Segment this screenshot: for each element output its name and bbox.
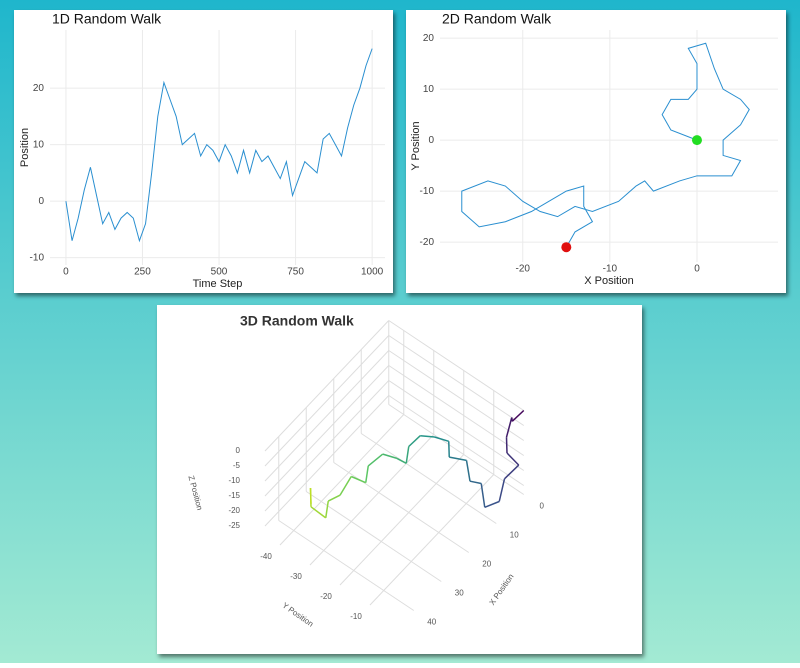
walk-segment <box>367 453 384 467</box>
grid-line <box>339 454 465 586</box>
chart-title: 2D Random Walk <box>442 11 552 27</box>
walk-segment <box>325 500 329 519</box>
walk-segment <box>420 434 435 438</box>
y-tick-label: -20 <box>320 592 332 601</box>
walk-segment <box>396 457 407 464</box>
walk-segment <box>505 417 513 438</box>
y-tick-label: 20 <box>423 33 435 44</box>
walk-segment <box>503 464 520 480</box>
walk-segment <box>382 453 398 460</box>
chart-title: 1D Random Walk <box>52 11 162 27</box>
walk-segment <box>310 506 327 519</box>
z-tick-label: -15 <box>228 491 240 500</box>
grid-line <box>305 491 442 582</box>
walk-segment <box>327 494 341 502</box>
walk-line <box>65 48 373 243</box>
walk-segment <box>465 460 471 482</box>
x-tick-label: 40 <box>427 618 436 627</box>
y-tick-label: -10 <box>420 186 435 197</box>
walk-segment <box>309 487 312 504</box>
grid-line <box>388 335 525 426</box>
end-marker <box>561 242 572 253</box>
z-tick-label: -25 <box>228 521 240 530</box>
walk-segment <box>506 452 520 466</box>
grid-line <box>333 462 470 553</box>
y-tick-label: 20 <box>33 83 45 94</box>
grid-line <box>388 365 525 456</box>
grid-line <box>309 434 435 566</box>
grid-line <box>278 520 415 611</box>
x-tick-label: 500 <box>211 267 228 278</box>
walk-segment <box>505 437 508 454</box>
walk-segment <box>498 478 506 502</box>
walk-segment <box>350 475 367 484</box>
x-tick-label: 20 <box>482 560 491 569</box>
x-tick-label: -10 <box>603 264 618 275</box>
grid-line <box>264 350 390 482</box>
walk-segment <box>511 409 525 422</box>
walk-segment <box>480 483 486 508</box>
walk-segment <box>469 480 482 485</box>
walk-segment <box>449 456 467 462</box>
y-axis-label: Position <box>19 128 31 167</box>
grid-line <box>264 380 390 512</box>
grid-line <box>264 320 390 452</box>
x-tick-label: 750 <box>287 267 304 278</box>
grid-line <box>369 474 495 606</box>
z-tick-label: -5 <box>233 461 241 470</box>
grid-line <box>264 335 390 467</box>
grid-line <box>264 365 390 497</box>
y-axis-label: Y Position <box>410 121 422 170</box>
y-tick-label: -20 <box>420 237 435 248</box>
x-tick-label: 10 <box>510 531 519 540</box>
y-tick-label: -40 <box>260 552 272 561</box>
y-tick-label: -10 <box>350 612 362 621</box>
grid-line <box>360 433 497 524</box>
x-tick-label: -20 <box>516 264 531 275</box>
panel <box>406 10 786 293</box>
y-tick-label: 0 <box>38 196 44 207</box>
x-tick-label: 1000 <box>361 267 384 278</box>
z-tick-label: -20 <box>228 506 240 515</box>
x-tick-label: 0 <box>694 264 700 275</box>
y-tick-label: -10 <box>30 252 45 263</box>
grid-line <box>264 395 390 527</box>
y-tick-label: 0 <box>428 135 434 146</box>
walk-segment <box>405 446 410 464</box>
grid-line <box>388 320 525 411</box>
walk-segment <box>408 435 421 448</box>
walk-segment <box>339 476 352 496</box>
x-axis-label: X Position <box>584 275 634 287</box>
walk-line <box>461 42 750 248</box>
start-marker <box>691 135 702 146</box>
x-axis-label: Time Step <box>193 278 243 290</box>
grid-line <box>388 350 525 441</box>
grid-line <box>388 404 525 495</box>
walk-segment <box>365 465 369 483</box>
y-tick-label: -30 <box>290 572 302 581</box>
z-tick-label: 0 <box>236 446 241 455</box>
walk-segment <box>434 436 449 443</box>
y-tick-label: 10 <box>33 139 45 150</box>
y-tick-label: 10 <box>423 84 435 95</box>
grid-line <box>388 395 525 486</box>
x-tick-label: 0 <box>63 267 69 278</box>
walk-segment <box>484 500 500 508</box>
grid-line <box>388 380 525 471</box>
x-tick-label: 0 <box>540 502 545 511</box>
chart-title: 3D Random Walk <box>240 313 354 329</box>
grid-line <box>279 414 405 546</box>
x-tick-label: 30 <box>455 589 464 598</box>
x-tick-label: 250 <box>134 267 151 278</box>
panel <box>157 305 642 654</box>
z-tick-label: -10 <box>228 476 240 485</box>
walk-segment <box>448 441 450 458</box>
